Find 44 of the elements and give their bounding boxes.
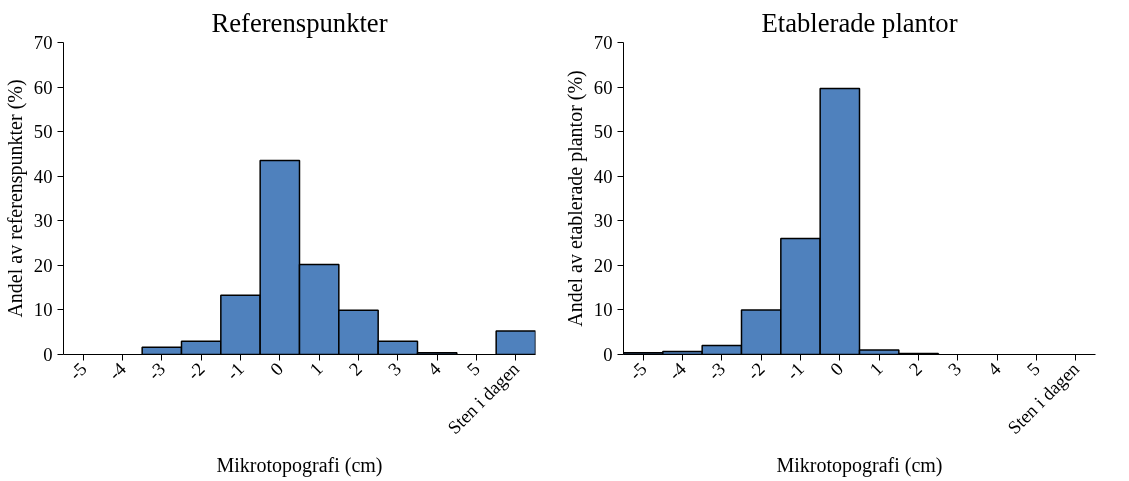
y-tick-label: 70 <box>33 32 53 53</box>
x-tick-label: 4 <box>423 357 446 380</box>
y-tick-label: 20 <box>33 254 53 276</box>
x-tick-label: -4 <box>104 357 131 384</box>
x-tick-label: 0 <box>825 358 848 380</box>
x-axis-title: Mikrotopografi (cm) <box>216 453 383 477</box>
x-tick-label: 3 <box>383 358 406 380</box>
y-tick-label: 0 <box>43 344 53 365</box>
x-tick-label: 3 <box>943 358 966 380</box>
x-tick-label: -2 <box>742 358 769 384</box>
y-tick-label: 50 <box>33 121 53 143</box>
x-tick-label: -5 <box>64 358 91 384</box>
y-tick-label: 40 <box>593 165 613 187</box>
x-tick-label: -5 <box>624 358 651 384</box>
y-tick-label: 30 <box>593 210 613 232</box>
x-axis-title: Mikrotopografi (cm) <box>776 453 943 477</box>
x-tick-label: 2 <box>904 358 926 380</box>
chart-title: Referenspunkter <box>211 7 388 38</box>
x-tick-label: -1 <box>222 358 248 384</box>
y-tick-label: 60 <box>33 76 53 98</box>
y-axis-title: Andel av etablerade plantor (%) <box>563 70 587 327</box>
y-tick-label: 30 <box>33 210 53 232</box>
x-tick-label: -3 <box>143 358 170 384</box>
y-tick-label: 70 <box>593 32 613 53</box>
y-tick-label: 20 <box>593 254 613 276</box>
y-tick-label: 0 <box>603 344 613 365</box>
y-tick-label: 10 <box>33 299 53 321</box>
x-tick-label: -3 <box>703 358 730 384</box>
y-axis-title: Andel av referenspunkter (%) <box>3 79 27 318</box>
x-tick-label: 2 <box>344 358 366 380</box>
x-tick-label: 5 <box>1022 358 1044 380</box>
x-tick-label: 0 <box>265 358 288 380</box>
y-tick-label: 60 <box>593 76 613 98</box>
x-tick-label: 5 <box>462 358 484 380</box>
x-tick-label: 4 <box>983 357 1006 380</box>
chart-title: Etablerade plantor <box>761 7 958 38</box>
y-tick-label: 50 <box>593 121 613 143</box>
x-tick-label: -4 <box>664 357 691 384</box>
x-tick-label: -2 <box>182 358 209 384</box>
y-tick-label: 40 <box>33 165 53 187</box>
y-tick-label: 10 <box>593 299 613 321</box>
x-tick-label: 1 <box>865 358 887 380</box>
x-tick-label: -1 <box>782 358 808 384</box>
x-tick-label: 1 <box>305 358 327 380</box>
